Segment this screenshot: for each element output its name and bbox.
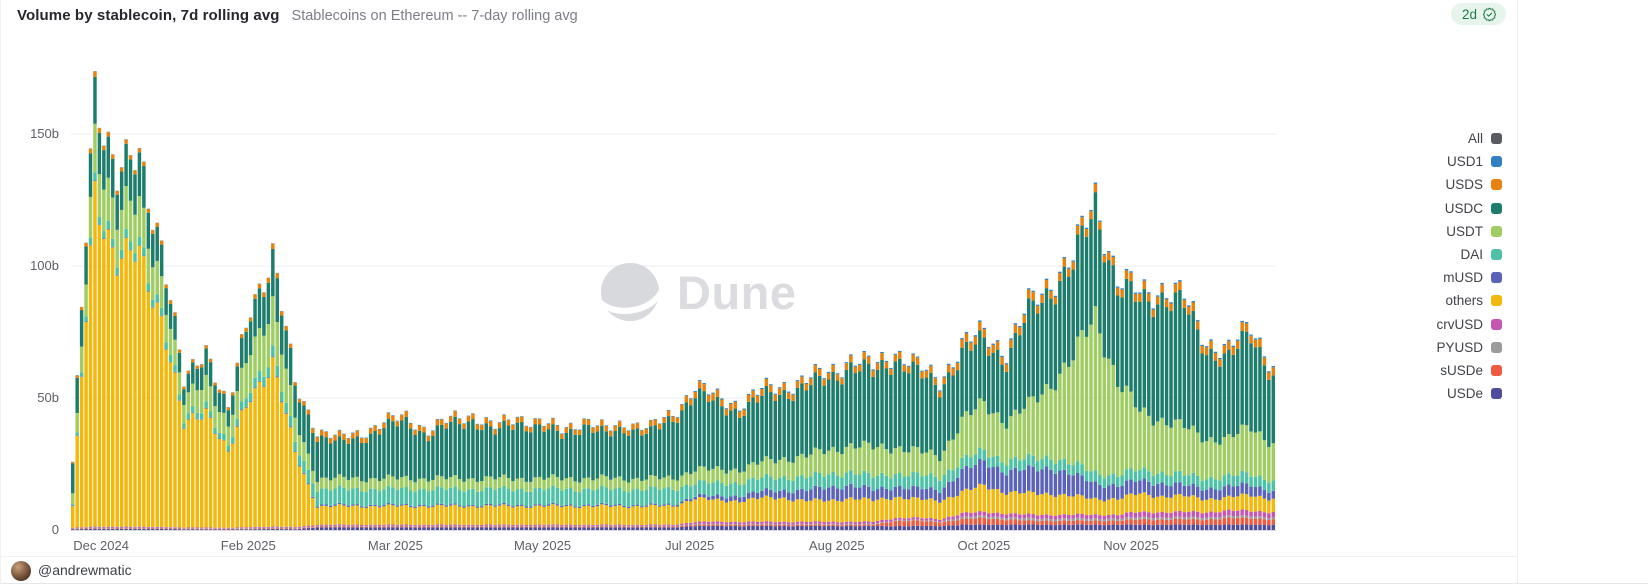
legend-item-USDC[interactable]: USDC <box>1436 197 1502 220</box>
legend-swatch-icon <box>1491 318 1502 330</box>
legend-label: USDS <box>1445 177 1483 193</box>
legend-item-sUSDe[interactable]: sUSDe <box>1436 359 1502 382</box>
freshness-age-label: 2d <box>1461 6 1477 22</box>
x-tick-label: Dec 2024 <box>73 538 129 553</box>
x-tick-label: Aug 2025 <box>808 538 865 553</box>
legend-swatch-icon <box>1491 341 1502 353</box>
chart-title: Volume by stablecoin, 7d rolling avg <box>17 7 280 24</box>
chart-subtitle: Stablecoins on Ethereum -- 7-day rolling… <box>291 8 578 24</box>
legend-label: USDe <box>1446 386 1483 402</box>
seal-check-icon <box>1482 7 1497 21</box>
y-tick-label: 50b <box>37 390 59 406</box>
legend-item-crvUSD[interactable]: crvUSD <box>1436 313 1502 336</box>
legend-item-mUSD[interactable]: mUSD <box>1436 266 1502 289</box>
x-tick-label: May 2025 <box>513 538 572 553</box>
legend-swatch-icon <box>1491 295 1502 307</box>
author-handle[interactable]: @andrewmatic <box>38 562 132 578</box>
footer-bar: @andrewmatic <box>1 556 1517 584</box>
legend-item-USDT[interactable]: USDT <box>1436 220 1502 243</box>
legend-label: USDC <box>1444 200 1483 216</box>
panel-divider <box>1517 0 1518 584</box>
author-avatar[interactable] <box>11 561 31 581</box>
x-tick-label: Oct 2025 <box>957 538 1011 553</box>
legend-label: USD1 <box>1446 154 1483 170</box>
legend-swatch-icon <box>1491 156 1502 168</box>
legend-item-USDe[interactable]: USDe <box>1436 382 1502 405</box>
legend-item-DAI[interactable]: DAI <box>1436 243 1502 266</box>
legend-swatch-icon <box>1491 225 1502 237</box>
legend-item-others[interactable]: others <box>1436 289 1502 312</box>
legend-item-All[interactable]: All <box>1436 127 1502 150</box>
x-tick-label: Jul 2025 <box>665 538 715 553</box>
legend-item-USDS[interactable]: USDS <box>1436 173 1502 196</box>
legend-swatch-icon <box>1491 133 1502 145</box>
legend-label: DAI <box>1460 247 1483 263</box>
legend-label: crvUSD <box>1436 316 1484 332</box>
x-tick-label: Mar 2025 <box>367 538 423 553</box>
legend-item-USD1[interactable]: USD1 <box>1436 150 1502 173</box>
legend-label: sUSDe <box>1440 362 1483 378</box>
y-tick-label: 0 <box>51 522 59 537</box>
legend-swatch-icon <box>1491 249 1502 261</box>
bars-layer <box>71 71 1276 530</box>
chart-header: Volume by stablecoin, 7d rolling avg Sta… <box>17 7 578 24</box>
legend-swatch-icon <box>1491 179 1502 191</box>
legend-label: All <box>1467 131 1483 147</box>
legend-swatch-icon <box>1491 202 1502 214</box>
legend-item-PYUSD[interactable]: PYUSD <box>1436 336 1502 359</box>
legend-label: others <box>1445 293 1483 309</box>
x-tick-label: Feb 2025 <box>220 538 276 553</box>
legend-swatch-icon <box>1491 364 1502 376</box>
x-tick-label: Nov 2025 <box>1103 538 1159 553</box>
legend-label: mUSD <box>1443 270 1483 286</box>
chart-legend: All USD1 USDS USDC USDT DAI mUSD others crvUSD PY… <box>1436 127 1502 405</box>
y-tick-label: 150b <box>30 126 59 142</box>
data-freshness-badge[interactable]: 2d <box>1450 3 1506 25</box>
legend-swatch-icon <box>1491 272 1502 284</box>
legend-swatch-icon <box>1491 388 1502 400</box>
legend-label: PYUSD <box>1436 339 1483 355</box>
y-tick-label: 100b <box>30 258 59 274</box>
legend-label: USDT <box>1446 223 1483 239</box>
